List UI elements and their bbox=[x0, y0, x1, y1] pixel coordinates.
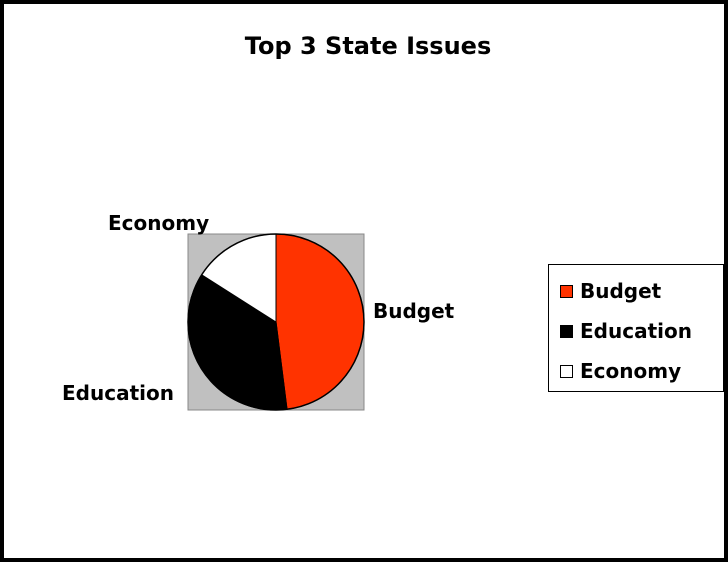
legend-label-budget: Budget bbox=[580, 279, 662, 303]
legend-swatch-budget bbox=[560, 284, 573, 298]
legend-entry-budget: Budget bbox=[549, 271, 723, 311]
slice-label-budget: Budget bbox=[373, 299, 455, 323]
legend: Budget Education Economy bbox=[548, 264, 724, 392]
slice-label-economy: Economy bbox=[108, 211, 209, 235]
legend-entry-education: Education bbox=[549, 311, 723, 351]
chart-title: Top 3 State Issues bbox=[244, 32, 492, 60]
legend-label-economy: Economy bbox=[580, 359, 682, 383]
legend-swatch-economy bbox=[560, 364, 573, 378]
legend-label-education: Education bbox=[580, 319, 692, 343]
pie-slice-labels: Budget Education Economy bbox=[62, 211, 455, 405]
pie-outline bbox=[187, 233, 365, 411]
legend-swatch-education bbox=[560, 324, 573, 338]
pie-chart: Budget Education Economy bbox=[62, 211, 455, 411]
pie-slices bbox=[187, 233, 365, 411]
legend-entry-economy: Economy bbox=[549, 351, 723, 391]
slice-label-education: Education bbox=[62, 381, 174, 405]
